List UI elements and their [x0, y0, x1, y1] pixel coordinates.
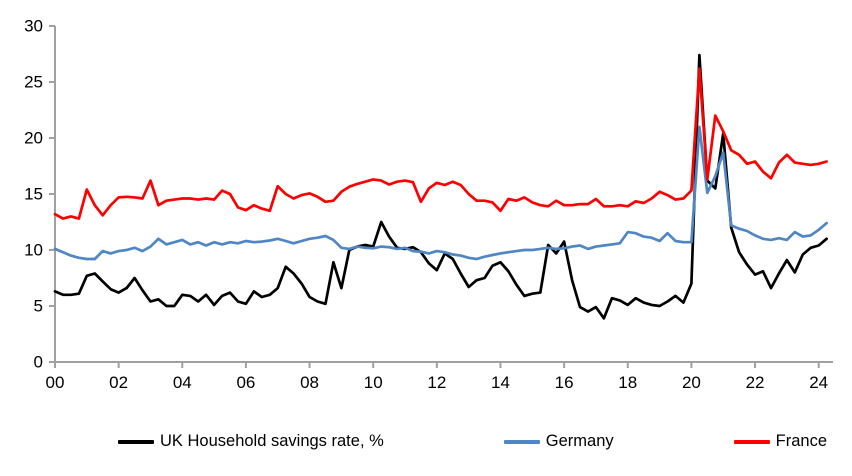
chart-svg: 0 5 10 15 20 25 30 00 02 04 06 08 10 12 14 16 18 20 22 24	[24, 17, 833, 392]
y-tick-label: 15	[24, 185, 43, 204]
y-tick-label: 20	[24, 129, 43, 148]
legend-label-uk: UK Household savings rate, %	[160, 432, 384, 450]
germany-line-swatch-icon	[503, 439, 540, 444]
y-tick-label: 10	[24, 241, 43, 260]
x-tick-label: 16	[555, 373, 574, 392]
series-line-germany	[53, 125, 828, 261]
x-tick-label: 18	[618, 373, 637, 392]
y-tick-label: 5	[34, 297, 43, 316]
france-line-swatch-icon	[733, 439, 770, 444]
chart-legend: UK Household savings rate, % Germany Fra…	[118, 432, 827, 451]
y-tick-label: 0	[34, 353, 43, 372]
x-tick-label: 08	[300, 373, 319, 392]
legend-item-uk: UK Household savings rate, %	[118, 432, 384, 451]
x-tick-label: 14	[491, 373, 510, 392]
x-tick-label: 12	[427, 373, 446, 392]
series-line-france	[53, 67, 828, 220]
y-tick-label: 30	[24, 17, 43, 36]
legend-label-france: France	[775, 432, 827, 450]
x-tick-label: 10	[364, 373, 383, 392]
x-tick-label: 04	[173, 373, 192, 392]
x-tick-label: 22	[746, 373, 765, 392]
x-tick-label: 02	[109, 373, 128, 392]
legend-item-germany: Germany	[503, 432, 614, 451]
x-tick-label: 00	[46, 373, 65, 392]
x-tick-label: 24	[809, 373, 828, 392]
uk-line-swatch-icon	[118, 439, 154, 444]
x-tick-label: 20	[682, 373, 701, 392]
legend-label-germany: Germany	[545, 432, 614, 450]
x-tick-label: 06	[236, 373, 255, 392]
y-tick-label: 25	[24, 73, 43, 92]
legend-item-france: France	[733, 432, 827, 451]
